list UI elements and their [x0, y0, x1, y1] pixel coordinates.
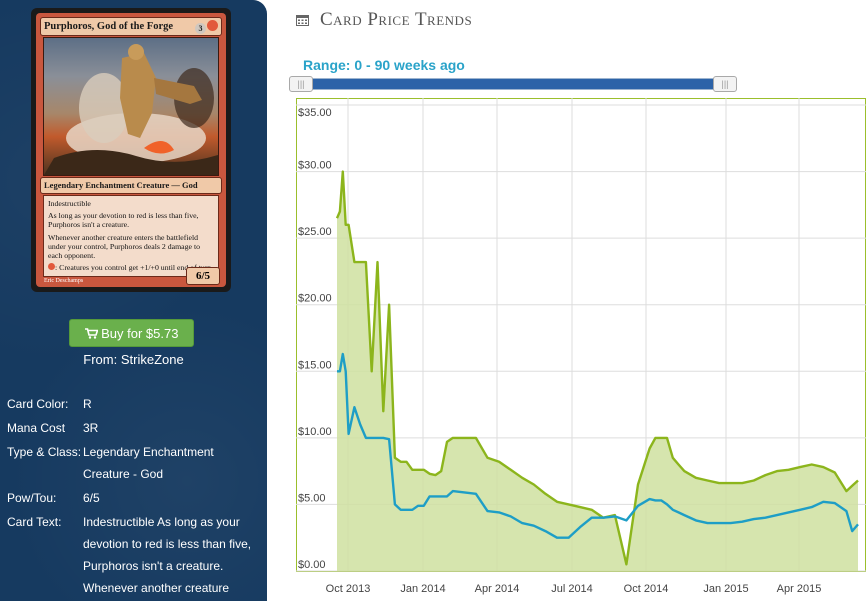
price-trends-panel: Card Price Trends Range: 0 - 90 weeks ag… [267, 0, 866, 601]
card-artist: Eric Deschamps [44, 278, 84, 284]
x-tick-label: Jan 2015 [703, 583, 748, 595]
seller-label: From: StrikeZone [83, 352, 184, 367]
mana-cost: 3 [194, 20, 218, 37]
card-name: Purphoros, God of the Forge [44, 21, 174, 32]
x-tick-label: Apr 2014 [475, 583, 520, 595]
y-tick-label: $5.00 [298, 492, 326, 504]
range-label: Range: 0 - 90 weeks ago [303, 57, 465, 73]
card-sidebar: Purphoros, God of the Forge 3 Legendary [0, 0, 267, 601]
range-slider[interactable] [295, 78, 735, 90]
range-slider-min-handle[interactable]: ||| [289, 76, 313, 92]
x-tick-label: Oct 2013 [326, 583, 371, 595]
price-chart: $0.00 $5.00 $10.00 $15.00 $20.00 $25.00 $30.00… [296, 98, 866, 595]
card-image: Purphoros, God of the Forge 3 Legendary [31, 8, 231, 292]
buy-button-label: Buy for $5.73 [101, 326, 179, 341]
cart-icon [84, 326, 102, 341]
x-tick-label: Apr 2015 [777, 583, 822, 595]
card-type-line: Legendary Enchantment Creature — God [40, 177, 222, 194]
red-mana-icon [48, 263, 55, 271]
x-tick-label: Jan 2014 [400, 583, 445, 595]
card-power-toughness: 6/5 [186, 267, 220, 285]
calendar-icon [296, 15, 309, 26]
buy-button[interactable]: Buy for $5.73 [69, 319, 194, 347]
card-title: Purphoros, God of the Forge 3 [40, 17, 222, 36]
y-tick-label: $15.00 [298, 359, 332, 371]
page-title: Card Price Trends [320, 9, 473, 30]
y-tick-label: $0.00 [298, 559, 326, 571]
y-tick-label: $35.00 [298, 107, 332, 119]
red-mana-icon [207, 20, 218, 31]
x-tick-label: Jul 2014 [551, 583, 593, 595]
card-art [43, 37, 219, 176]
y-tick-label: $20.00 [298, 293, 332, 305]
y-tick-label: $25.00 [298, 226, 332, 238]
x-tick-label: Oct 2014 [624, 583, 669, 595]
range-slider-max-handle[interactable]: ||| [713, 76, 737, 92]
card-rules-text: Indestructible As long as your devotion … [43, 195, 219, 277]
series-line-1 [337, 352, 859, 539]
series-area-0 [337, 171, 858, 571]
y-tick-label: $10.00 [298, 426, 332, 438]
series-line-0 [335, 170, 859, 566]
y-tick-label: $30.00 [298, 160, 332, 172]
